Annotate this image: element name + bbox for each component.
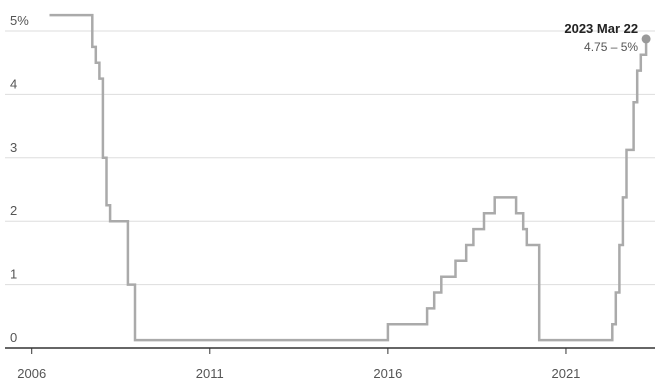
x-tick-label: 2016 — [373, 366, 402, 381]
x-tick-label: 2006 — [17, 366, 46, 381]
annotation-title: 2023 Mar 22 — [564, 21, 638, 36]
x-tick-label: 2011 — [196, 366, 224, 381]
annotation-subtitle: 4.75 – 5% — [584, 40, 638, 54]
y-tick-label: 4 — [10, 76, 17, 91]
y-tick-labels: 0 1 2 3 4 5% — [10, 13, 29, 345]
annotation: 2023 Mar 22 4.75 – 5% — [564, 21, 651, 54]
series-line — [49, 13, 648, 342]
x-tick-labels: 2006 2011 2016 2021 — [17, 348, 580, 381]
end-point-marker[interactable] — [641, 34, 651, 44]
y-tick-label: 3 — [10, 140, 17, 155]
x-tick-label: 2021 — [551, 366, 580, 381]
y-tick-label: 5% — [10, 13, 29, 28]
y-tick-label: 1 — [10, 267, 17, 282]
y-tick-label: 0 — [10, 330, 17, 345]
y-tick-label: 2 — [10, 203, 17, 218]
